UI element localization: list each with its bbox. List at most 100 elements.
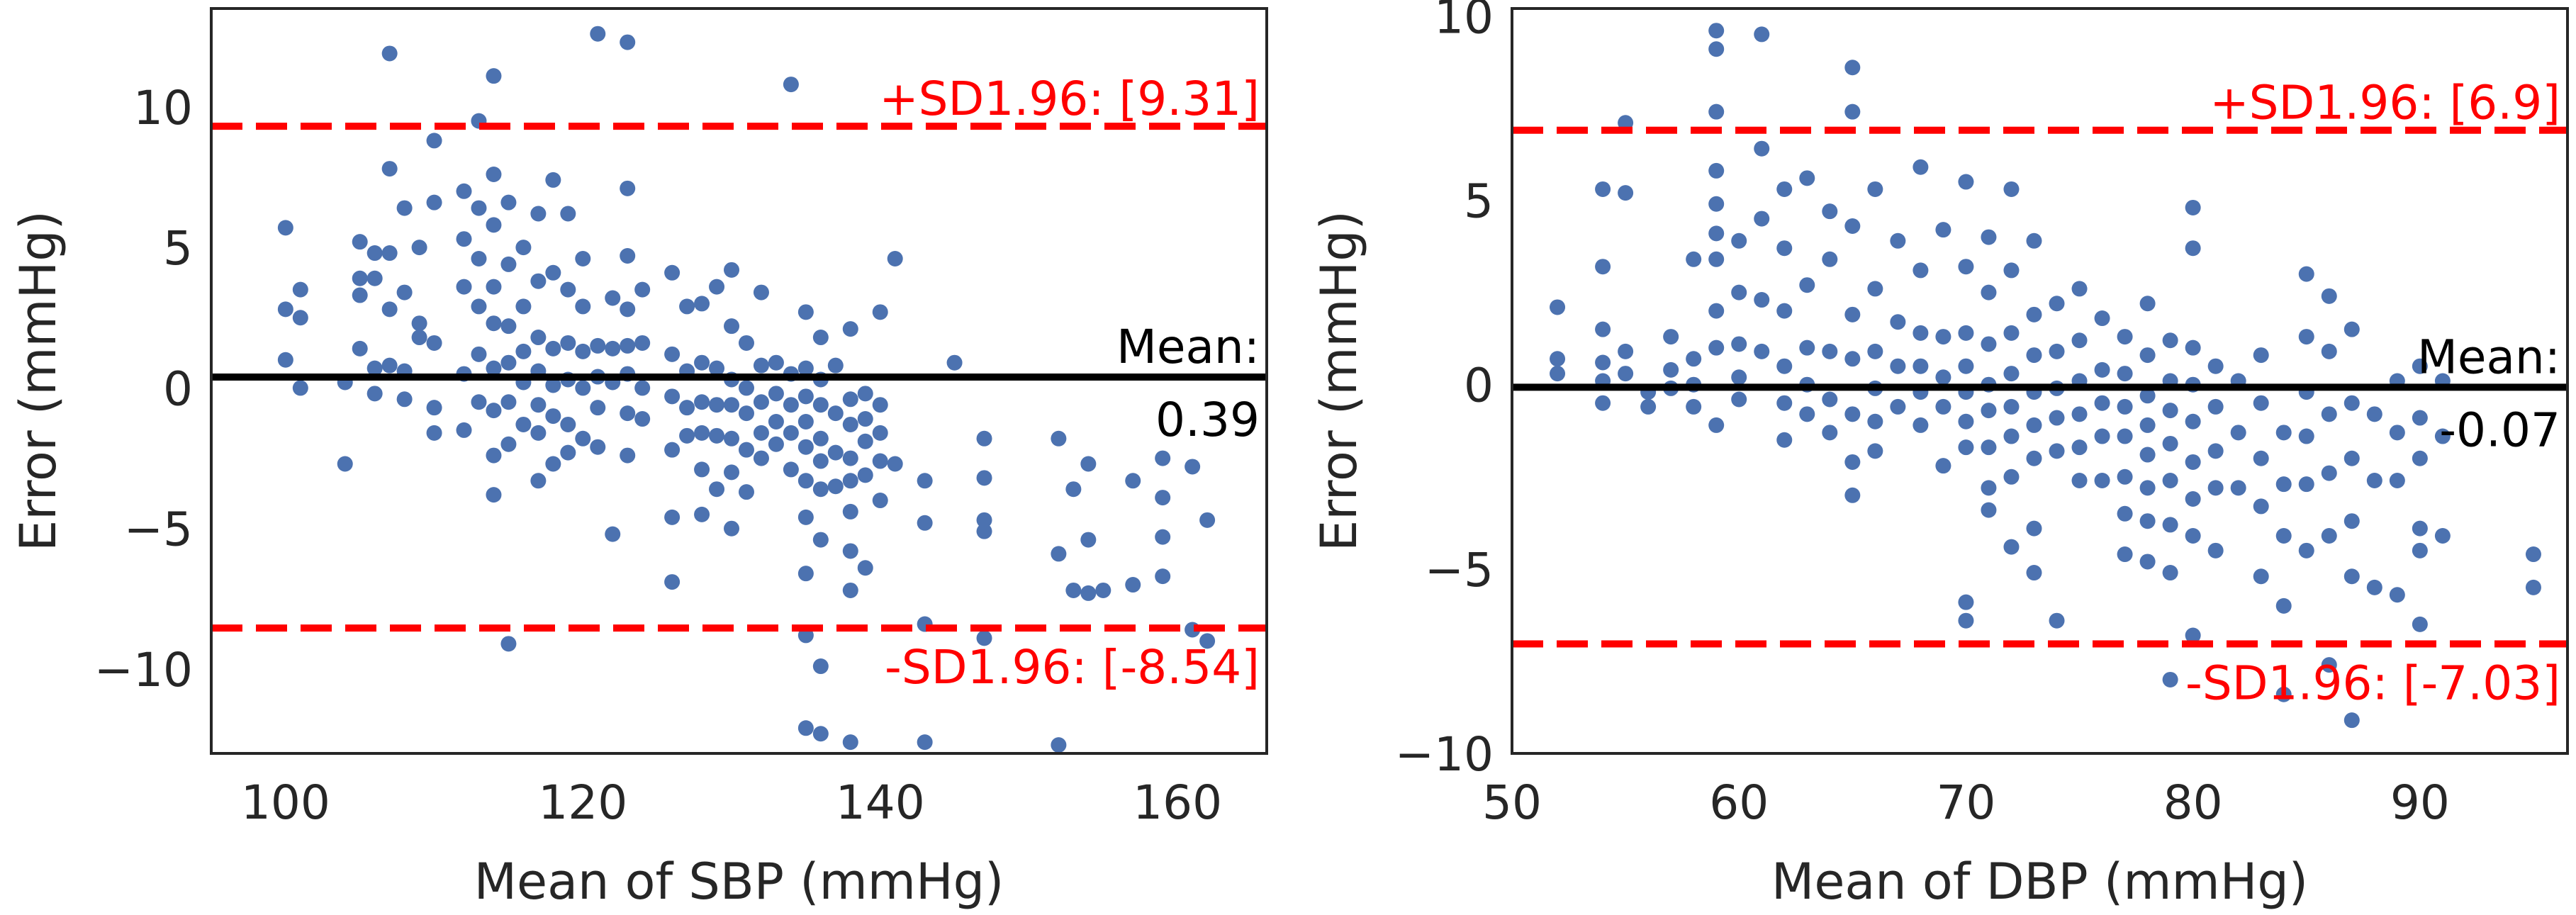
data-point	[812, 453, 829, 469]
data-point	[486, 279, 502, 295]
data-point	[605, 340, 621, 357]
data-point	[724, 520, 740, 537]
data-point	[1754, 343, 1770, 359]
data-point	[872, 397, 888, 413]
data-point	[2275, 528, 2292, 544]
data-point	[605, 526, 621, 542]
data-point	[352, 287, 368, 303]
data-point	[2207, 542, 2224, 558]
data-point	[1618, 366, 1634, 382]
data-point	[2298, 476, 2314, 493]
data-point	[1867, 343, 1883, 359]
data-point	[797, 566, 814, 582]
data-point	[2094, 395, 2110, 411]
data-point	[500, 256, 517, 272]
data-point	[2003, 325, 2020, 341]
data-point	[515, 416, 532, 432]
y-tick-label: −5	[124, 503, 193, 557]
data-point	[2230, 480, 2246, 496]
data-point	[277, 352, 293, 368]
data-point	[530, 330, 547, 346]
data-point	[2185, 199, 2201, 215]
data-point	[486, 447, 502, 464]
upper-limit-label: +SD1.96: [9.31]	[879, 72, 1260, 126]
data-point	[2071, 332, 2088, 349]
data-point	[2117, 329, 2133, 345]
data-point	[2185, 240, 2201, 257]
data-point	[753, 450, 769, 466]
data-point	[500, 636, 517, 652]
data-point	[1595, 321, 1611, 337]
data-point	[842, 543, 858, 559]
data-point	[783, 425, 799, 441]
data-point	[396, 391, 413, 408]
data-point	[2049, 343, 2065, 359]
data-point	[1981, 403, 1997, 419]
data-point	[797, 720, 814, 736]
data-point	[352, 234, 368, 250]
x-tick-label: 140	[836, 775, 925, 830]
data-point	[1844, 406, 1861, 422]
data-point	[2321, 406, 2337, 422]
data-point	[1913, 358, 1929, 374]
data-point	[842, 391, 858, 408]
data-point	[872, 453, 888, 469]
data-point	[694, 461, 710, 478]
data-point	[2321, 288, 2337, 304]
data-point	[426, 425, 442, 441]
data-point	[664, 509, 681, 525]
data-point	[1981, 439, 1997, 456]
data-point	[2094, 361, 2110, 378]
data-point	[2389, 472, 2405, 488]
data-point	[768, 386, 784, 402]
data-point	[709, 427, 725, 444]
data-point	[812, 658, 829, 675]
data-point	[2298, 266, 2314, 282]
x-tick-label: 120	[538, 775, 627, 830]
y-tick-label: 10	[1434, 0, 1494, 44]
x-axis-label: Mean of SBP (mmHg)	[474, 853, 1004, 911]
data-point	[724, 318, 740, 335]
data-point	[1686, 351, 1702, 367]
data-point	[2412, 450, 2428, 466]
data-point	[2275, 425, 2292, 441]
data-point	[1958, 259, 1974, 275]
data-point	[1731, 369, 1747, 386]
data-point	[797, 414, 814, 430]
data-point	[2185, 490, 2201, 507]
x-tick-label: 70	[1936, 775, 1995, 830]
data-point	[1708, 196, 1725, 212]
data-point	[738, 335, 754, 351]
data-point	[515, 343, 532, 359]
data-point	[783, 397, 799, 413]
data-point	[292, 380, 308, 396]
data-point	[2026, 450, 2042, 466]
data-point	[1981, 502, 1997, 518]
data-point	[456, 279, 472, 295]
data-point	[620, 180, 636, 196]
data-point	[1822, 251, 1838, 267]
data-point	[724, 430, 740, 447]
data-point	[545, 377, 561, 393]
data-point	[2185, 528, 2201, 544]
data-point	[337, 456, 353, 472]
data-point	[1080, 456, 1097, 472]
data-point	[560, 281, 576, 298]
data-point	[2003, 181, 2020, 197]
data-point	[753, 357, 769, 374]
data-point	[2139, 417, 2156, 433]
data-point	[976, 470, 992, 486]
data-point	[753, 425, 769, 441]
data-point	[1913, 417, 1929, 433]
data-point	[2003, 398, 2020, 415]
data-point	[1958, 325, 1974, 341]
data-point	[575, 298, 591, 315]
y-tick-label: 0	[1464, 359, 1494, 413]
data-point	[486, 166, 502, 182]
data-point	[1155, 490, 1171, 506]
data-point	[2185, 413, 2201, 430]
data-point	[842, 416, 858, 432]
data-point	[1185, 459, 1201, 475]
data-point	[1125, 577, 1141, 593]
